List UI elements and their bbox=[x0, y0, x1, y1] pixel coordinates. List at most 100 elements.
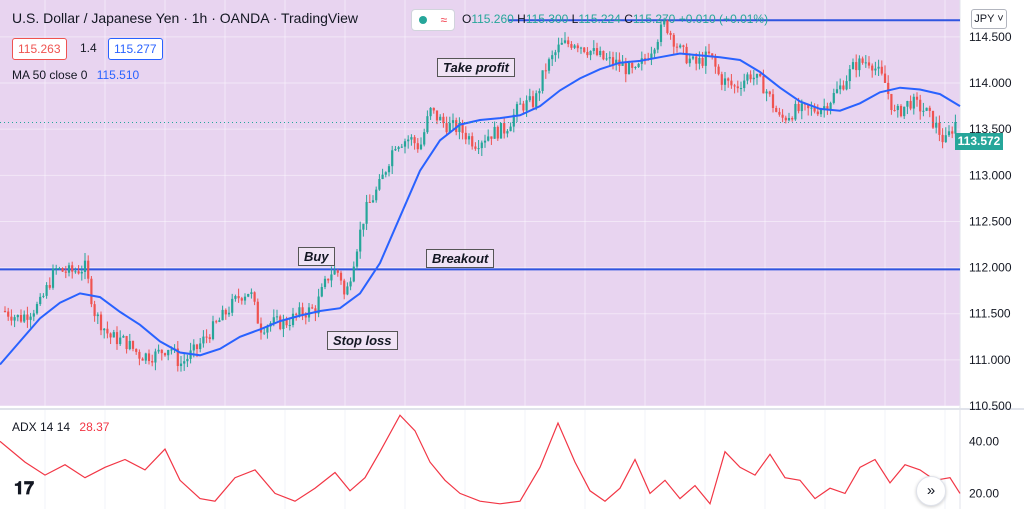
candle-body bbox=[643, 58, 647, 60]
candle-body bbox=[445, 123, 448, 133]
candle-body bbox=[835, 89, 839, 93]
candle-body bbox=[621, 63, 624, 66]
sell-price-box[interactable]: 115.263 bbox=[12, 38, 67, 60]
candle-body bbox=[701, 57, 704, 66]
take-profit-label: Take profit bbox=[437, 58, 515, 77]
candle-body bbox=[864, 62, 867, 64]
candle-body bbox=[311, 307, 314, 309]
candle-body bbox=[512, 114, 515, 127]
last-price-badge: 113.572 bbox=[955, 133, 1003, 150]
candle-body bbox=[205, 336, 208, 338]
candle-body bbox=[461, 123, 464, 133]
candle-body bbox=[675, 46, 679, 48]
candle-body bbox=[947, 131, 951, 136]
candle-body bbox=[394, 148, 397, 151]
candle-body bbox=[746, 74, 749, 81]
candle-body bbox=[938, 122, 941, 135]
candle-body bbox=[925, 107, 928, 111]
candle-body bbox=[483, 140, 487, 143]
candle-body bbox=[7, 311, 10, 317]
candle-body bbox=[851, 62, 855, 70]
candle-body bbox=[624, 63, 627, 75]
candle-body bbox=[589, 50, 592, 56]
candle-body bbox=[455, 120, 458, 133]
candle-body bbox=[154, 351, 157, 363]
candle-body bbox=[202, 336, 205, 344]
candle-body bbox=[151, 361, 154, 363]
candle-body bbox=[295, 313, 298, 315]
candle-body bbox=[503, 123, 506, 134]
candle-body bbox=[919, 99, 922, 112]
wave-icon[interactable]: ≈ bbox=[440, 13, 448, 27]
candle-body bbox=[842, 85, 845, 90]
adx-axis-tick-label: 40.00 bbox=[969, 434, 999, 448]
double-chevron-right-icon[interactable]: » bbox=[916, 476, 946, 506]
candle-body bbox=[298, 307, 301, 315]
candle-body bbox=[407, 139, 410, 142]
candle-body bbox=[554, 52, 557, 56]
candle-body bbox=[541, 70, 544, 91]
adx-legend[interactable]: ADX 14 14 28.37 bbox=[12, 420, 109, 434]
candle-body bbox=[909, 101, 912, 109]
candle-body bbox=[544, 70, 547, 72]
candle-body bbox=[282, 319, 285, 330]
ohlc-readout: O115.260 H115.300 L115.224 C115.270 +0.0… bbox=[462, 12, 768, 26]
candle-body bbox=[352, 266, 355, 282]
candle-body bbox=[717, 66, 720, 75]
candle-body bbox=[467, 136, 471, 140]
candle-body bbox=[778, 111, 781, 115]
candle-body bbox=[160, 349, 163, 354]
candle-body bbox=[730, 80, 733, 86]
candle-body bbox=[781, 114, 784, 118]
candle-body bbox=[727, 78, 730, 81]
candle-body bbox=[733, 85, 736, 87]
candle-body bbox=[435, 110, 439, 121]
candle-body bbox=[867, 62, 871, 66]
candle-body bbox=[531, 96, 535, 107]
candle-body bbox=[13, 317, 16, 321]
candle-body bbox=[29, 316, 32, 320]
candle-body bbox=[93, 304, 96, 317]
price-axis-tick-label: 111.500 bbox=[969, 307, 1011, 321]
candle-body bbox=[253, 292, 256, 302]
candle-body bbox=[935, 122, 938, 128]
ma-legend-name: MA 50 close 0 bbox=[12, 68, 88, 82]
buy-price-box[interactable]: 115.277 bbox=[108, 38, 163, 60]
candle-body bbox=[426, 116, 429, 133]
candle-body bbox=[631, 62, 634, 68]
candle-body bbox=[10, 316, 13, 321]
candle-body bbox=[535, 93, 538, 107]
candle-body bbox=[272, 317, 275, 324]
spread-value: 1.4 bbox=[80, 41, 97, 55]
candle-body bbox=[493, 126, 496, 139]
candle-body bbox=[679, 45, 682, 48]
market-status-buttons[interactable]: ≈ bbox=[411, 9, 455, 31]
candle-body bbox=[96, 314, 99, 317]
candle-body bbox=[263, 332, 266, 334]
candle-body bbox=[16, 315, 19, 318]
candle-body bbox=[499, 123, 503, 139]
candle-body bbox=[557, 44, 560, 53]
candle-body bbox=[183, 361, 186, 364]
candle-body bbox=[195, 344, 199, 350]
candle-body bbox=[528, 96, 531, 101]
candle-body bbox=[755, 73, 759, 78]
candle-body bbox=[567, 40, 570, 45]
candle-body bbox=[39, 296, 42, 305]
symbol-title[interactable]: U.S. Dollar / Japanese Yen · 1h · OANDA … bbox=[12, 10, 359, 26]
candle-body bbox=[19, 315, 23, 322]
candle-body bbox=[637, 63, 640, 68]
candle-body bbox=[784, 117, 787, 121]
candle-body bbox=[893, 109, 896, 111]
ma-legend[interactable]: MA 50 close 0 115.510 bbox=[12, 68, 139, 82]
candle-body bbox=[611, 57, 615, 65]
tradingview-logo-icon[interactable]: 𝟏𝟕 bbox=[14, 478, 35, 498]
candle-body bbox=[131, 340, 135, 349]
candle-body bbox=[752, 77, 755, 80]
candle-body bbox=[371, 200, 375, 203]
candle-body bbox=[64, 271, 67, 273]
candle-body bbox=[509, 126, 512, 132]
candle-body bbox=[199, 343, 202, 350]
currency-selector[interactable]: JPY ˅ bbox=[971, 9, 1007, 29]
candle-body bbox=[458, 123, 461, 133]
